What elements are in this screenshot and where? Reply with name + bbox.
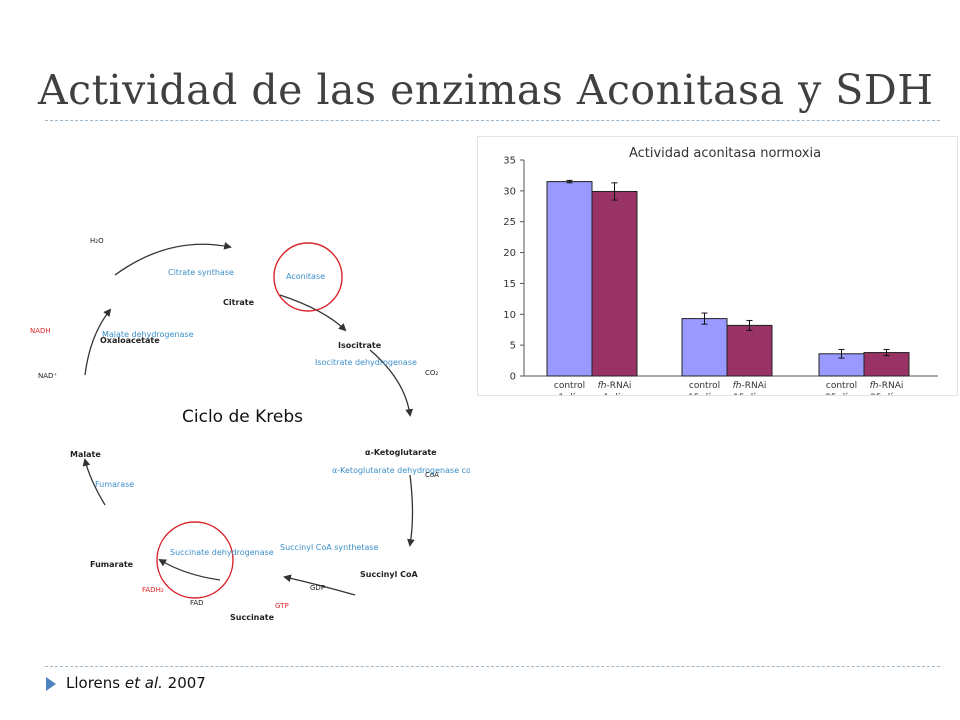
cofactor-label: H₂O (90, 237, 104, 245)
metabolite-label: Fumarate (90, 560, 134, 569)
x-label-top: fh-RNAi (870, 381, 904, 391)
title-divider (45, 120, 940, 121)
slide-title: Actividad de las enzimas Aconitasa y SDH (38, 66, 934, 114)
x-label-bottom: 25 días (825, 393, 858, 396)
bar (591, 190, 638, 377)
enzyme-label: Isocitrate dehydrogenase (315, 358, 417, 367)
enzyme-label: Succinyl CoA synthetase (280, 543, 379, 552)
citation-etal: et al. (124, 674, 163, 692)
footer-divider (45, 666, 940, 667)
enzyme-label: Citrate synthase (168, 268, 234, 277)
cofactor-label: NADH (30, 327, 51, 335)
x-label-bottom: 15 días (688, 393, 721, 396)
metabolite-label: Isocitrate (338, 341, 382, 350)
bar (546, 181, 593, 377)
cofactor-label: GTP (275, 602, 289, 610)
enzyme-label: α-Ketoglutarate dehydrogenase complex (332, 466, 470, 475)
cofactor-label: NAD⁺ (38, 372, 57, 380)
krebs-cycle-diagram: Citrate synthase Aconitase Isocitrate de… (30, 237, 470, 622)
metabolite-label: Malate (70, 450, 101, 459)
x-label-top: control (554, 381, 585, 391)
cofactor-label: FAD (190, 599, 204, 607)
metabolite-label: Succinate (230, 613, 275, 622)
bar (726, 324, 773, 377)
y-tick-label: 20 (503, 248, 516, 259)
x-label-bottom: 1 día (603, 393, 625, 396)
x-label-bottom: 25 días (870, 393, 903, 396)
krebs-cycle-label: Ciclo de Krebs (182, 407, 303, 427)
metabolite-label: Succinyl CoA (360, 570, 418, 579)
cofactor-label: GDP (310, 584, 325, 592)
metabolite-label: Oxaloacetate (100, 336, 160, 345)
cofactor-label: FADH₂ (142, 586, 164, 594)
y-tick-label: 10 (503, 310, 516, 321)
y-tick-label: 35 (503, 156, 516, 167)
enzyme-label: Aconitase (286, 272, 325, 281)
chart-title: Actividad aconitasa normoxia (629, 146, 821, 161)
x-label-bottom: 1 día (558, 393, 580, 396)
enzyme-label: Malate dehydrogenase (102, 330, 194, 339)
citation-year: 2007 (167, 674, 206, 692)
bar (681, 318, 728, 377)
x-label-top: control (826, 381, 857, 391)
bullet-triangle-icon (46, 677, 56, 691)
y-tick-label: 0 (510, 372, 516, 383)
cofactor-label: CO₂ (425, 369, 438, 377)
enzyme-label: Fumarase (95, 480, 134, 489)
x-label-bottom: 15 días (733, 393, 766, 396)
citation-author: Llorens (66, 674, 121, 692)
y-tick-label: 5 (510, 341, 516, 352)
metabolite-label: α-Ketoglutarate (365, 448, 437, 457)
y-tick-label: 15 (503, 279, 516, 290)
y-tick-label: 25 (503, 217, 516, 228)
x-label-top: fh-RNAi (733, 381, 767, 391)
aconitase-activity-chart: Actividad aconitasa normoxia 0 5 10 15 20 25 3… (477, 136, 958, 396)
y-tick-label: 30 (503, 186, 516, 197)
citation: Llorens et al. 2007 (66, 674, 206, 692)
cofactor-label: CoA (425, 471, 439, 479)
metabolite-label: Citrate (223, 298, 255, 307)
x-label-top: fh-RNAi (598, 381, 632, 391)
enzyme-label: Succinate dehydrogenase (170, 548, 274, 557)
x-label-top: control (689, 381, 720, 391)
